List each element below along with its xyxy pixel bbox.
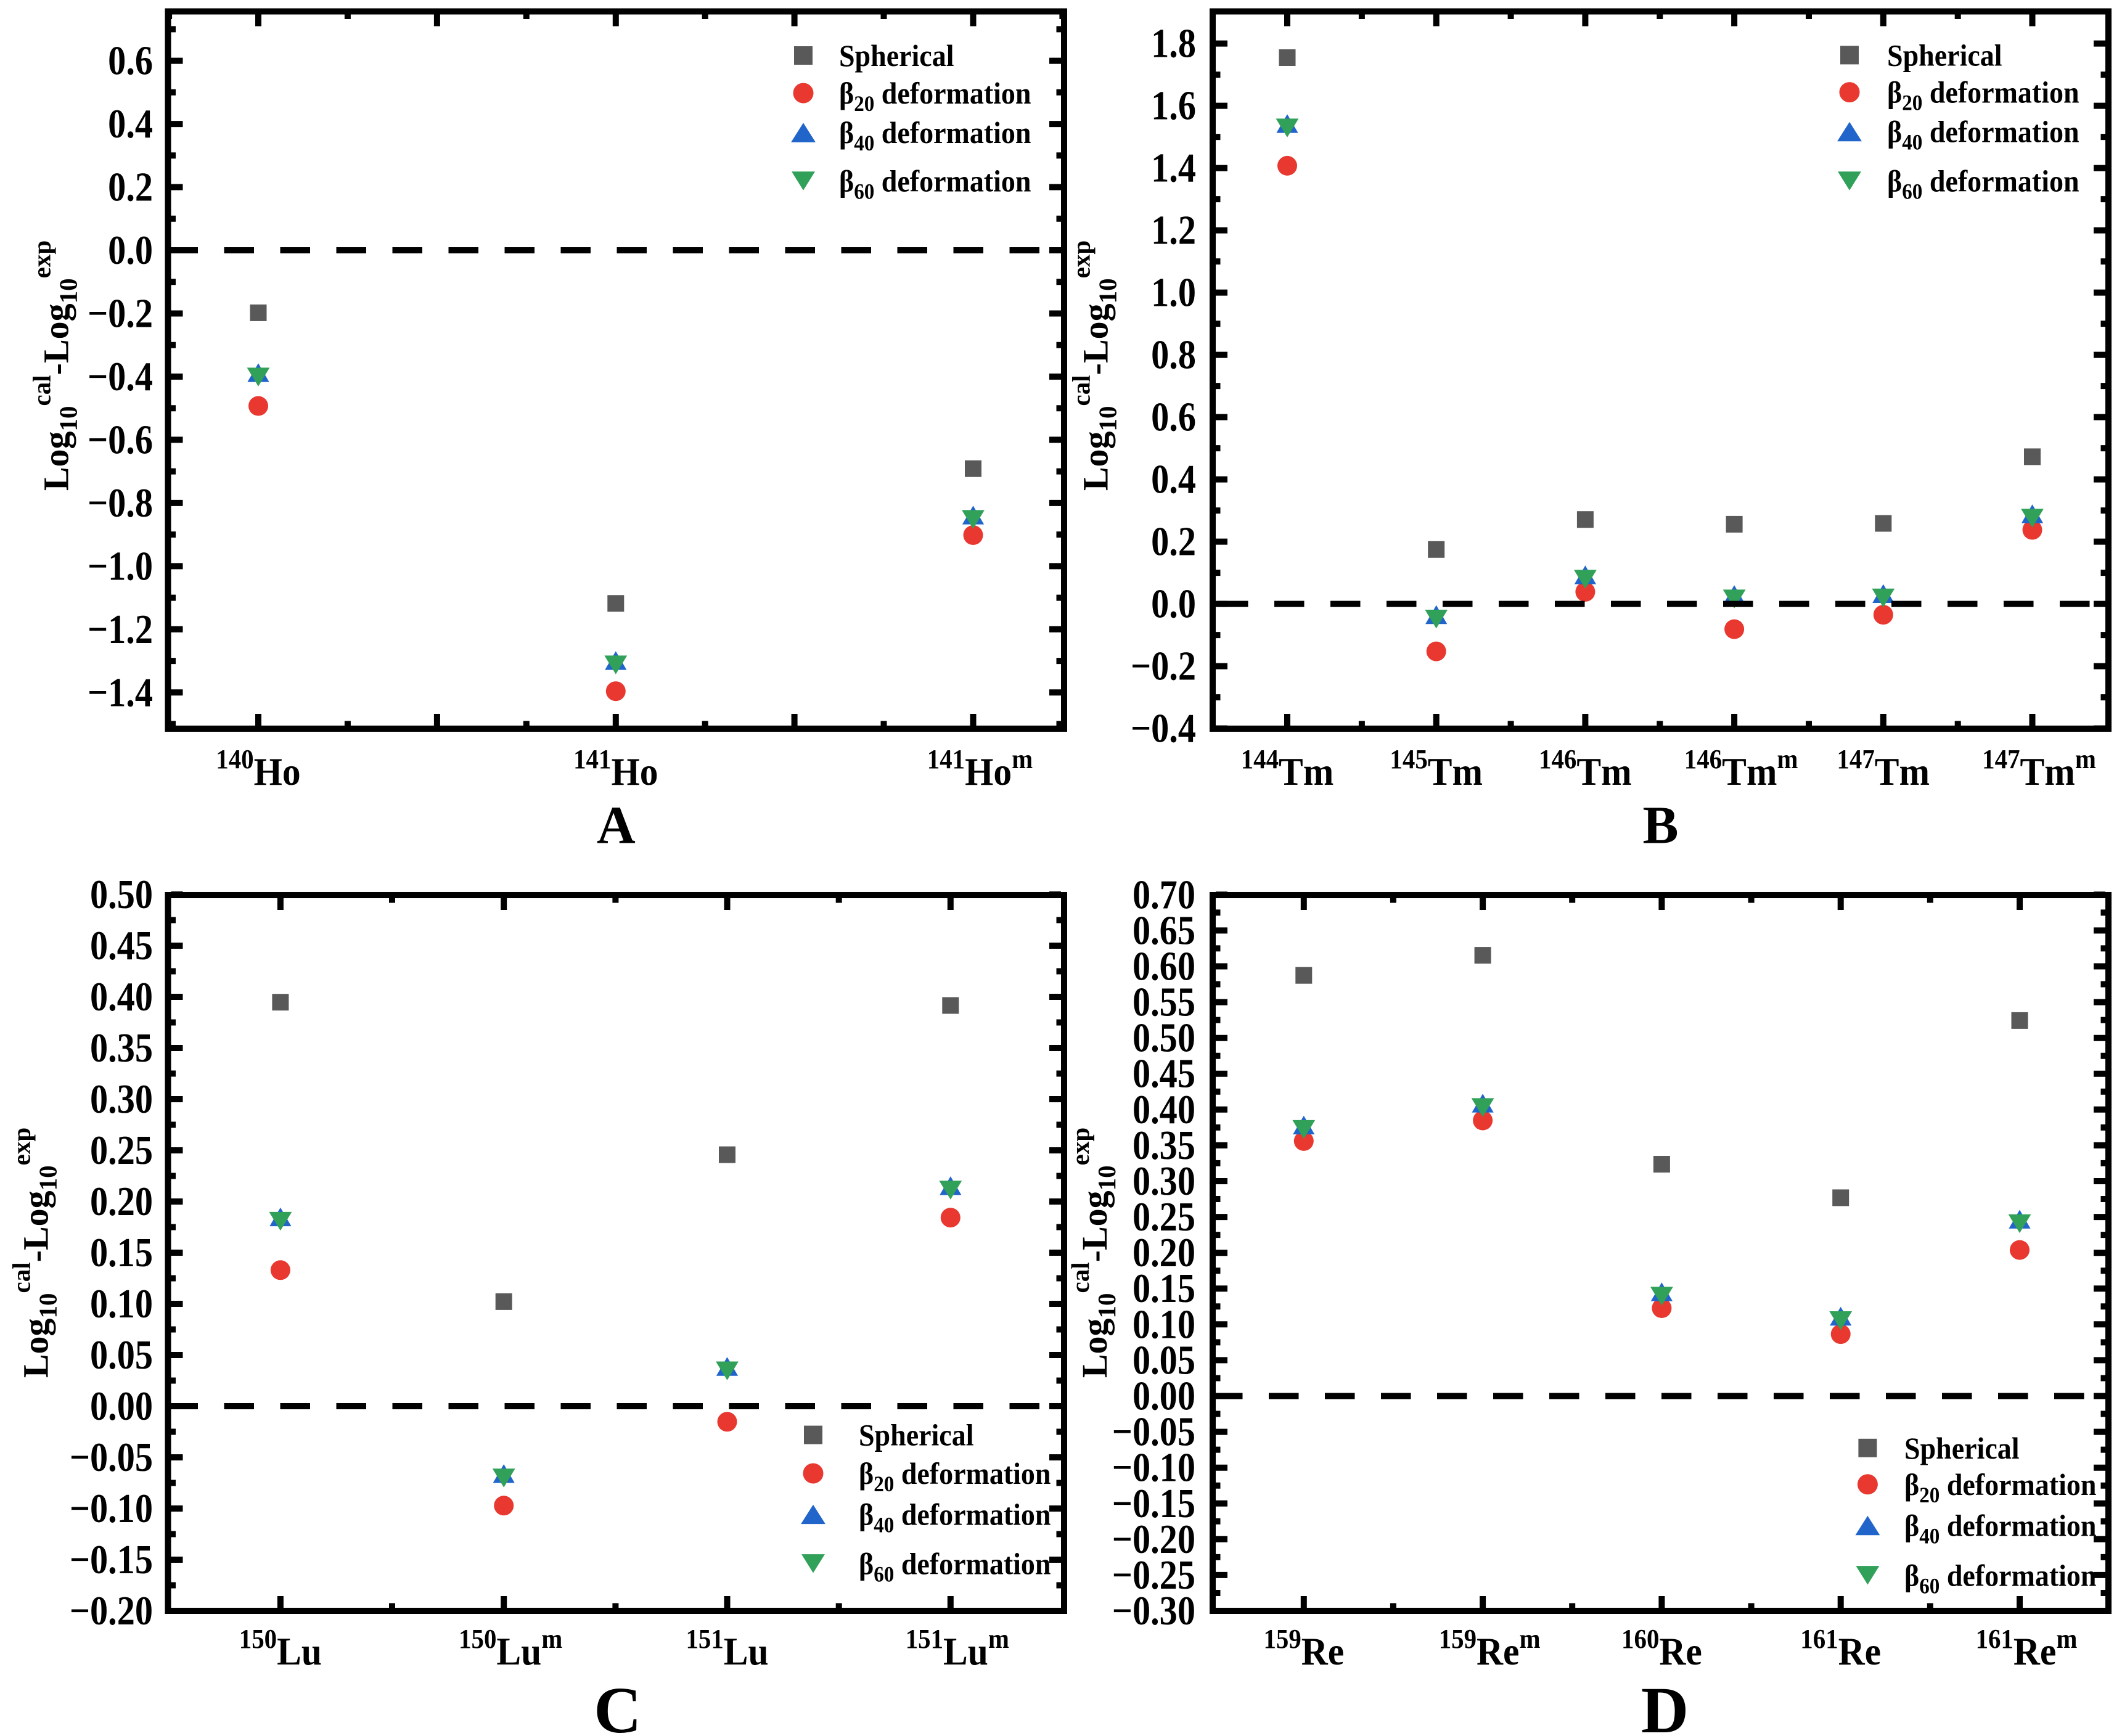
svg-text:−0.8: −0.8 (88, 480, 153, 526)
svg-text:−0.2: −0.2 (88, 290, 153, 337)
svg-text:1.4: 1.4 (1151, 145, 1196, 191)
svg-text:0.35: 0.35 (1133, 1122, 1195, 1168)
svg-text:145Tm: 145Tm (1390, 745, 1483, 794)
svg-text:−0.10: −0.10 (70, 1485, 153, 1531)
svg-text:0.2: 0.2 (1151, 518, 1196, 565)
svg-text:0.00: 0.00 (1133, 1373, 1195, 1419)
svg-text:−0.30: −0.30 (1112, 1587, 1195, 1634)
svg-text:0.6: 0.6 (108, 38, 153, 84)
svg-text:−1.2: −1.2 (88, 606, 153, 652)
svg-text:0.8: 0.8 (1151, 332, 1196, 378)
svg-text:0.4: 0.4 (108, 100, 153, 147)
svg-text:141Ho: 141Ho (573, 745, 658, 794)
svg-text:1.8: 1.8 (1151, 20, 1196, 67)
svg-text:146Tm: 146Tm (1539, 745, 1632, 794)
svg-text:0.65: 0.65 (1133, 907, 1195, 954)
svg-text:0.35: 0.35 (90, 1025, 153, 1071)
svg-text:0.00: 0.00 (90, 1383, 153, 1429)
svg-text:0.05: 0.05 (90, 1332, 153, 1378)
svg-text:−1.0: −1.0 (88, 543, 153, 589)
svg-text:D: D (1641, 1674, 1689, 1733)
svg-text:159Re: 159Re (1263, 1624, 1344, 1674)
svg-text:0.25: 0.25 (1133, 1194, 1195, 1240)
svg-text:0.70: 0.70 (1133, 872, 1195, 918)
svg-text:0.15: 0.15 (90, 1229, 153, 1275)
svg-text:146Tmm: 146Tmm (1684, 745, 1798, 794)
svg-text:−0.6: −0.6 (88, 417, 153, 463)
svg-text:0.30: 0.30 (90, 1076, 153, 1122)
svg-text:0.0: 0.0 (108, 227, 153, 273)
svg-text:−0.25: −0.25 (1112, 1552, 1195, 1598)
svg-text:0.60: 0.60 (1133, 943, 1195, 989)
svg-text:140Ho: 140Ho (216, 745, 300, 794)
svg-text:0.20: 0.20 (90, 1178, 153, 1224)
svg-text:150Lum: 150Lum (459, 1624, 562, 1674)
svg-text:0.2: 0.2 (108, 164, 153, 210)
svg-text:1.0: 1.0 (1151, 269, 1196, 316)
svg-text:0.50: 0.50 (90, 871, 153, 917)
svg-text:0.45: 0.45 (90, 922, 153, 968)
svg-text:−0.4: −0.4 (1131, 705, 1196, 751)
svg-text:Spherical: Spherical (839, 39, 954, 73)
svg-text:160Re: 160Re (1621, 1624, 1702, 1674)
svg-text:Spherical: Spherical (1904, 1431, 2020, 1465)
svg-text:−1.4: −1.4 (88, 669, 153, 716)
svg-text:0.05: 0.05 (1133, 1337, 1195, 1383)
svg-text:−0.20: −0.20 (1112, 1516, 1195, 1562)
svg-text:151Lum: 151Lum (906, 1624, 1009, 1674)
svg-text:0.45: 0.45 (1133, 1050, 1195, 1097)
svg-text:1.6: 1.6 (1151, 83, 1196, 129)
svg-text:−0.10: −0.10 (1112, 1444, 1195, 1491)
svg-text:0.15: 0.15 (1133, 1265, 1195, 1311)
svg-text:B: B (1642, 795, 1678, 855)
svg-text:0.0: 0.0 (1151, 581, 1196, 627)
svg-text:−0.4: −0.4 (88, 353, 153, 399)
svg-text:150Lu: 150Lu (239, 1624, 322, 1674)
svg-text:147Tm: 147Tm (1837, 745, 1930, 794)
svg-text:161Rem: 161Rem (1976, 1624, 2078, 1674)
svg-text:161Re: 161Re (1800, 1624, 1881, 1674)
svg-text:Log10cal-Log10exp: Log10cal-Log10exp (1067, 240, 1122, 491)
svg-text:−0.05: −0.05 (1112, 1409, 1195, 1455)
svg-text:Spherical: Spherical (1887, 39, 2002, 73)
svg-text:−0.2: −0.2 (1131, 643, 1196, 689)
svg-text:1.2: 1.2 (1151, 207, 1196, 253)
svg-text:0.25: 0.25 (90, 1127, 153, 1173)
svg-text:159Rem: 159Rem (1439, 1624, 1541, 1674)
svg-text:0.40: 0.40 (90, 973, 153, 1020)
svg-text:141Hom: 141Hom (927, 745, 1033, 794)
svg-text:144Tm: 144Tm (1241, 745, 1334, 794)
svg-text:0.10: 0.10 (1133, 1301, 1195, 1348)
svg-text:0.40: 0.40 (1133, 1086, 1195, 1132)
svg-text:0.4: 0.4 (1151, 456, 1196, 502)
svg-text:0.50: 0.50 (1133, 1015, 1195, 1061)
svg-text:β40 deformation: β40 deformation (1904, 1509, 2097, 1549)
svg-text:C: C (594, 1674, 641, 1733)
svg-text:β60 deformation: β60 deformation (839, 165, 1031, 204)
svg-text:Spherical: Spherical (859, 1419, 974, 1452)
svg-text:A: A (597, 795, 636, 855)
svg-text:147Tmm: 147Tmm (1982, 745, 2096, 794)
svg-text:−0.05: −0.05 (70, 1434, 153, 1480)
svg-text:β20 deformation: β20 deformation (1904, 1468, 2097, 1507)
svg-text:0.6: 0.6 (1151, 394, 1196, 440)
svg-text:−0.15: −0.15 (70, 1536, 153, 1582)
svg-text:0.10: 0.10 (90, 1280, 153, 1327)
svg-text:151Lu: 151Lu (686, 1624, 768, 1674)
svg-text:0.30: 0.30 (1133, 1158, 1195, 1204)
svg-text:0.55: 0.55 (1133, 979, 1195, 1025)
svg-text:−0.20: −0.20 (70, 1587, 153, 1634)
svg-text:β20 deformation: β20 deformation (859, 1457, 1051, 1496)
svg-text:0.20: 0.20 (1133, 1229, 1195, 1275)
svg-text:−0.15: −0.15 (1112, 1480, 1195, 1526)
